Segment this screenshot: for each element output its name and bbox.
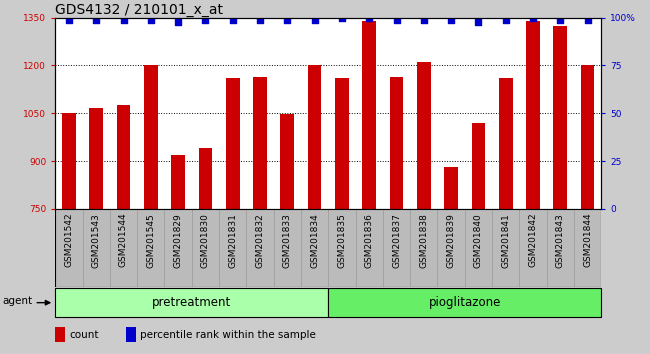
Point (337, 15, 347, 21)
Bar (281, 114, 294, 209)
Text: GSM201835: GSM201835 (337, 213, 346, 268)
Point (255, 17, 265, 22)
Text: agent: agent (3, 296, 33, 306)
Point (364, 15, 374, 21)
Bar (55, 288, 328, 317)
Bar (554, 25, 567, 209)
Point (555, 17, 566, 22)
Text: GSM201837: GSM201837 (392, 213, 401, 268)
Text: GSM201831: GSM201831 (228, 213, 237, 268)
Text: pioglitazone: pioglitazone (428, 296, 501, 309)
Text: GSM201830: GSM201830 (201, 213, 210, 268)
Point (146, 17, 156, 22)
Bar (445, 167, 458, 209)
Text: GSM201839: GSM201839 (447, 213, 456, 268)
Text: GSM201545: GSM201545 (146, 213, 155, 268)
Point (391, 17, 402, 22)
Bar (417, 62, 430, 209)
Text: GSM201838: GSM201838 (419, 213, 428, 268)
Text: GSM201544: GSM201544 (119, 213, 128, 267)
Bar (55, 326, 65, 343)
Text: GSM201843: GSM201843 (556, 213, 565, 268)
Text: GSM201841: GSM201841 (501, 213, 510, 268)
Text: GSM201840: GSM201840 (474, 213, 483, 268)
Bar (526, 21, 539, 209)
Bar (308, 65, 321, 209)
Text: percentile rank within the sample: percentile rank within the sample (140, 330, 316, 339)
Bar (335, 78, 349, 209)
Text: GSM201844: GSM201844 (583, 213, 592, 267)
Bar (144, 65, 158, 209)
Bar (117, 105, 131, 209)
Text: GSM201836: GSM201836 (365, 213, 374, 268)
Text: GDS4132 / 210101_x_at: GDS4132 / 210101_x_at (55, 3, 223, 17)
Bar (172, 155, 185, 209)
Point (582, 17, 593, 22)
Text: count: count (69, 330, 98, 339)
Bar (199, 148, 212, 209)
Text: GSM201834: GSM201834 (310, 213, 319, 268)
Point (282, 17, 293, 22)
Text: pretreatment: pretreatment (152, 296, 231, 309)
Point (227, 17, 238, 22)
Bar (472, 123, 485, 209)
Point (200, 17, 211, 22)
Point (473, 19, 484, 24)
Bar (254, 76, 266, 209)
Bar (328, 288, 601, 317)
Bar (62, 113, 75, 209)
Text: GSM201542: GSM201542 (64, 213, 73, 267)
Point (528, 15, 538, 21)
Bar (499, 78, 512, 209)
Point (118, 17, 129, 22)
Point (446, 17, 456, 22)
Bar (363, 21, 376, 209)
Text: GSM201832: GSM201832 (255, 213, 265, 268)
Point (173, 19, 183, 24)
Text: GSM201833: GSM201833 (283, 213, 292, 268)
Bar (226, 78, 239, 209)
Point (500, 17, 511, 22)
Point (419, 17, 429, 22)
Point (91, 17, 101, 22)
Text: GSM201829: GSM201829 (174, 213, 183, 268)
Point (64, 17, 74, 22)
Point (309, 17, 320, 22)
Bar (581, 65, 594, 209)
Bar (90, 108, 103, 209)
Text: GSM201842: GSM201842 (528, 213, 538, 267)
Text: GSM201543: GSM201543 (92, 213, 101, 268)
Bar (390, 76, 403, 209)
Bar (126, 326, 136, 343)
